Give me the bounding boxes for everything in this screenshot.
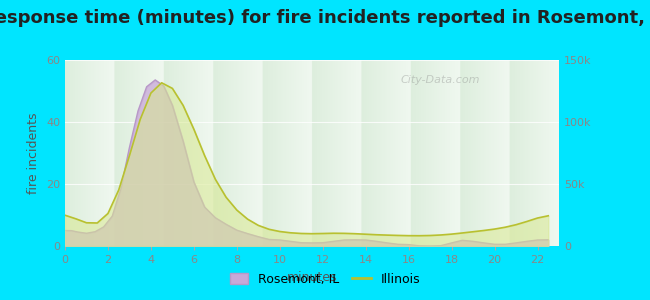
Legend: Rosemont, IL, Illinois: Rosemont, IL, Illinois [224, 268, 426, 291]
Text: City-Data.com: City-Data.com [401, 75, 480, 85]
Y-axis label: fire incidents: fire incidents [27, 112, 40, 194]
X-axis label: minutes: minutes [287, 271, 337, 284]
Text: Response time (minutes) for fire incidents reported in Rosemont, IL: Response time (minutes) for fire inciden… [0, 9, 650, 27]
